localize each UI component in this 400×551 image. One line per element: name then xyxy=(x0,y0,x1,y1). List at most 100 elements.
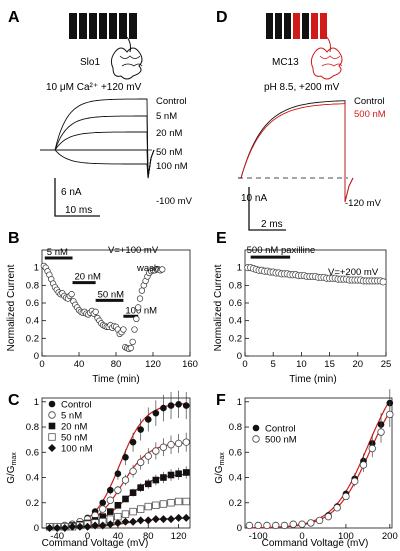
data-point xyxy=(359,461,368,469)
y-tick-label: 0.8 xyxy=(229,422,242,433)
plot-frame xyxy=(41,249,191,357)
x-tick-label: 80 xyxy=(111,359,122,370)
plot-c-xlabel: Command Voltage (mV) xyxy=(42,538,149,549)
data-point xyxy=(159,266,166,273)
y-tick-label: 0.6 xyxy=(229,447,242,458)
tail-voltage-a: -100 mV xyxy=(156,196,193,207)
current-trace xyxy=(40,149,155,179)
x-tick-label: 120 xyxy=(171,531,187,542)
current-trace xyxy=(40,131,155,179)
data-point xyxy=(167,471,175,479)
x-tick-label: 200 xyxy=(382,531,398,542)
data-point xyxy=(68,522,77,531)
data-point xyxy=(48,422,56,430)
data-point xyxy=(106,496,115,504)
plot-b-xlabel: Time (min) xyxy=(92,374,139,385)
x-tick-label: 15 xyxy=(324,359,335,370)
scalebar-a-current: 6 nA xyxy=(61,187,82,198)
data-point xyxy=(48,411,56,419)
data-point xyxy=(48,433,56,441)
plot-e-xlabel: Time (min) xyxy=(289,374,336,385)
data-point xyxy=(106,520,115,529)
application-label: 20 nM xyxy=(75,272,101,283)
data-point xyxy=(315,516,324,525)
data-point xyxy=(135,304,142,311)
scalebar-d xyxy=(248,187,286,231)
y-tick-label: 0.6 xyxy=(26,298,39,309)
plot-b-time-course: 0 40 80 120 160 0 0.2 0.4 0.6 0.8 1 5 nM 20 nM 50 nM1… xyxy=(26,247,198,370)
data-point xyxy=(144,452,152,460)
data-point xyxy=(342,492,350,501)
data-point xyxy=(68,291,75,298)
data-point xyxy=(182,469,190,476)
boltzmann-fit xyxy=(249,400,391,529)
x-tick-label: 0 xyxy=(85,531,90,542)
data-point xyxy=(121,510,130,518)
data-point xyxy=(127,344,134,352)
y-tick-label: 0.4 xyxy=(26,316,39,327)
data-point xyxy=(144,480,152,488)
panel-label-b: B xyxy=(8,230,20,247)
tail-voltage-d: -120 mV xyxy=(345,198,382,209)
y-tick-label: 0 xyxy=(34,523,39,534)
legend-entry: 50 nM xyxy=(61,433,87,444)
plot-c-gv-curves: -40 0 40 80 120 0 0.2 0.4 0.6 0.8 1 xyxy=(26,390,191,542)
data-point xyxy=(144,516,153,525)
data-point xyxy=(144,502,152,511)
data-point xyxy=(182,438,190,446)
x-tick-label: 0 xyxy=(242,359,247,370)
plot-e-time-course: 0 5 10 15 20 25 0 0.2 0.4 0.6 0.8 1 500 nM paxilline xyxy=(229,245,392,370)
plot-b-ylabel: Normalized Current xyxy=(6,264,17,351)
x-tick-label: 0 xyxy=(39,359,44,370)
legend-entry: Control xyxy=(61,400,92,411)
x-tick-label: 40 xyxy=(113,531,124,542)
data-point xyxy=(307,519,315,527)
data-point xyxy=(114,501,122,509)
x-tick-label: -40 xyxy=(50,531,64,542)
data-point xyxy=(254,521,262,530)
data-point xyxy=(122,454,129,461)
panel-a-condition: 10 μM Ca²⁺ +120 mV xyxy=(46,82,142,93)
y-tick-label: 0.2 xyxy=(229,333,242,344)
data-point xyxy=(99,505,107,513)
data-point xyxy=(182,402,190,409)
data-point xyxy=(120,326,127,333)
trace-label-20nm: 20 nM xyxy=(156,128,182,139)
data-point xyxy=(174,497,183,506)
data-point xyxy=(298,520,306,528)
trace-label-100nm: 100 nM xyxy=(156,161,188,172)
data-point xyxy=(136,516,145,525)
y-tick-label: 0.2 xyxy=(229,498,242,509)
x-tick-label: 25 xyxy=(381,359,392,370)
mc13-current-traces xyxy=(238,100,354,203)
y-tick-label: 0.2 xyxy=(26,333,39,344)
y-tick-label: 0.6 xyxy=(26,447,39,458)
data-point xyxy=(122,495,129,503)
current-trace xyxy=(40,115,155,179)
data-point xyxy=(107,486,114,494)
plot-f-ylabel: G/Gmax xyxy=(214,452,226,484)
data-point xyxy=(152,409,160,417)
y-tick-label: 0 xyxy=(34,351,39,362)
application-label: 500 nM paxilline xyxy=(247,245,316,256)
data-point xyxy=(280,521,289,530)
data-point xyxy=(175,401,182,408)
data-point xyxy=(60,524,69,532)
plot-f-gv-curves: -100 0 100 200 0 0.2 0.4 0.6 0.8 1 xyxy=(229,389,398,542)
data-point xyxy=(174,439,183,448)
data-point xyxy=(91,521,100,530)
x-tick-label: -100 xyxy=(249,531,268,542)
scalebar-d-current: 10 nA xyxy=(241,193,267,204)
data-point xyxy=(129,489,137,496)
data-point xyxy=(263,521,271,530)
y-tick-label: 1 xyxy=(237,397,242,408)
data-point xyxy=(272,521,280,530)
y-tick-label: 0.8 xyxy=(26,280,39,291)
plot-e-ylabel: Normalized Current xyxy=(213,264,224,351)
data-point xyxy=(175,470,182,478)
y-tick-label: 0 xyxy=(237,523,242,534)
data-point xyxy=(324,512,333,521)
plot-frame xyxy=(244,249,387,357)
trace-label-control-d: Control xyxy=(354,96,385,107)
